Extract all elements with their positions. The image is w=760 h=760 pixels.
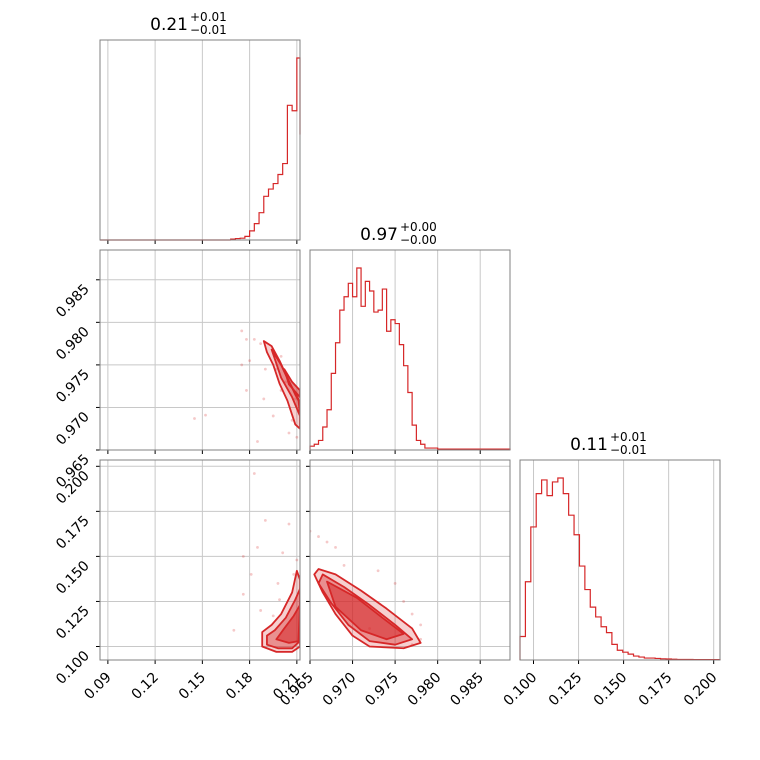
hist-panel-2-frame	[519, 459, 721, 661]
contour-panel-1-2-xlabel-4: 0.985	[447, 670, 487, 710]
contour-panel-0-1-marks	[193, 329, 300, 443]
contour-panel-1-2-point-7	[419, 623, 423, 627]
contour-panel-0-1-ylabel-3: 0.980	[53, 324, 93, 364]
contour-panel-0-2-contour-level-2	[275, 604, 300, 644]
contour-panel-0-1-point-5	[263, 367, 267, 371]
contour-panel-0-1-ylabel-4: 0.985	[53, 281, 93, 321]
contour-panel-0-1-point-17	[284, 380, 288, 384]
contour-panel-0-2-point-6	[241, 592, 245, 596]
contour-panel-1-2-xlabel-3: 0.980	[405, 670, 445, 710]
contour-panel-0-1-point-20	[245, 389, 248, 392]
hist-panel-2-xlabel-4: 0.200	[681, 670, 721, 710]
hist-panel-2-xlabel-2: 0.150	[591, 670, 631, 710]
hist-panel-2-xlabel-1: 0.125	[546, 670, 586, 710]
contour-panel-0-1-point-11	[256, 440, 259, 443]
contour-panel-1-2-point-2	[334, 545, 337, 549]
contour-panel-0-2-point-3	[256, 545, 259, 549]
contour-panel-0-1-point-8	[271, 414, 275, 418]
contour-panel-0-2-point-1	[263, 518, 267, 522]
contour-panel-1-2-contour-level-2	[326, 580, 405, 641]
contour-panel-1-2-xlabel-1: 0.970	[320, 670, 360, 710]
hist-panel-2-xlabel-0: 0.100	[501, 670, 541, 710]
contour-panel-1-2-point-11	[342, 564, 346, 567]
hist-panel-0-title-minus: −0.01	[190, 23, 227, 37]
contour-panel-0-2-point-5	[276, 582, 280, 585]
contour-panel-0-1-point-19	[259, 342, 263, 346]
contour-panel-0-1-point-18	[293, 397, 297, 401]
contour-panel-0-2-ylabel-3: 0.175	[53, 513, 93, 553]
contour-panel-0-2-xlabel-0: 0.09	[81, 670, 114, 703]
contour-panel-0-1-point-9	[287, 431, 291, 435]
contour-panel-0-1-point-12	[193, 417, 196, 420]
hist-panel-1-title-value: 0.97	[360, 225, 398, 245]
contour-panel-0-1-point-10	[295, 435, 299, 439]
contour-panel-0-2-ylabel-2: 0.150	[53, 558, 93, 598]
hist-panel-2-title-value: 0.11	[570, 435, 608, 455]
contour-panel-0-2-point-10	[281, 551, 285, 555]
contour-panel-0-2-xlabel-1: 0.12	[129, 670, 162, 703]
hist-panel-0-histogram-step	[230, 57, 301, 240]
contour-panel-0-2-point-12	[259, 609, 263, 612]
contour-panel-0-1-ylabel-1: 0.970	[53, 409, 93, 449]
contour-panel-0-2-point-9	[292, 573, 296, 576]
contour-panel-0-1-point-13	[204, 413, 207, 417]
contour-panel-1-2-point-3	[376, 569, 380, 573]
contour-panel-0-2-point-7	[232, 628, 236, 632]
hist-panel-1-histogram-step	[309, 267, 511, 450]
hist-panel-2-title-minus: −0.01	[610, 443, 647, 457]
hist-panel-2-title-plus: +0.01	[610, 430, 647, 444]
contour-panel-0-1-point-0	[240, 329, 244, 333]
contour-panel-1-2-frame	[309, 459, 511, 661]
contour-panel-0-1-contour-level-2	[283, 368, 300, 399]
contour-panel-0-2-ylabel-1: 0.125	[53, 603, 93, 643]
contour-panel-0-2-point-0	[252, 472, 256, 475]
contour-panel-0-1-point-3	[248, 359, 252, 363]
contour-panel-0-1-point-16	[279, 354, 283, 358]
contour-panel-0-1-point-2	[252, 337, 256, 341]
contour-panel-1-2-point-0	[317, 535, 320, 538]
contour-panel-0-2-ylabel-0: 0.100	[53, 648, 93, 688]
contour-panel-0-2-xlabel-2: 0.15	[176, 670, 209, 703]
contour-panel-0-2-marks	[232, 472, 300, 653]
contour-panel-1-2-xlabel-2: 0.975	[362, 670, 402, 710]
hist-panel-0-title-plus: +0.01	[190, 10, 227, 24]
contour-panel-1-2-point-4	[393, 582, 397, 585]
hist-panel-2-xlabel-3: 0.175	[636, 670, 676, 710]
hist-panel-0-frame	[99, 39, 301, 241]
contour-panel-0-1-frame	[99, 249, 301, 451]
contour-panel-0-1-point-14	[262, 397, 266, 401]
contour-panel-0-2-point-13	[249, 573, 253, 576]
contour-panel-0-1-contour-level-1	[270, 348, 300, 417]
contour-panel-0-2-point-2	[287, 522, 291, 526]
hist-panel-0-title-value: 0.21	[150, 15, 188, 35]
contour-panel-0-2-xlabel-3: 0.18	[223, 670, 256, 703]
contour-panel-0-2-point-4	[241, 554, 245, 558]
contour-panel-1-2-point-5	[402, 600, 406, 603]
contour-panel-0-2-frame	[99, 459, 301, 661]
hist-panel-1-title-plus: +0.00	[400, 220, 437, 234]
contour-panel-0-2-point-8	[271, 614, 275, 618]
contour-panel-0-1-point-4	[240, 363, 244, 367]
contour-panel-0-1-ylabel-2: 0.975	[53, 366, 93, 406]
contour-panel-0-2-point-11	[295, 558, 299, 562]
contour-panel-0-1-point-1	[245, 337, 248, 341]
contour-panel-1-2-marks	[310, 529, 423, 650]
contour-panel-1-2-point-6	[410, 612, 414, 616]
hist-panel-2-histogram-step	[519, 477, 721, 661]
hist-panel-1-title-minus: −0.00	[400, 233, 437, 247]
contour-panel-0-2-point-14	[278, 598, 281, 602]
hist-panel-1-frame	[309, 249, 511, 451]
contour-panel-1-2-point-1	[325, 540, 329, 544]
